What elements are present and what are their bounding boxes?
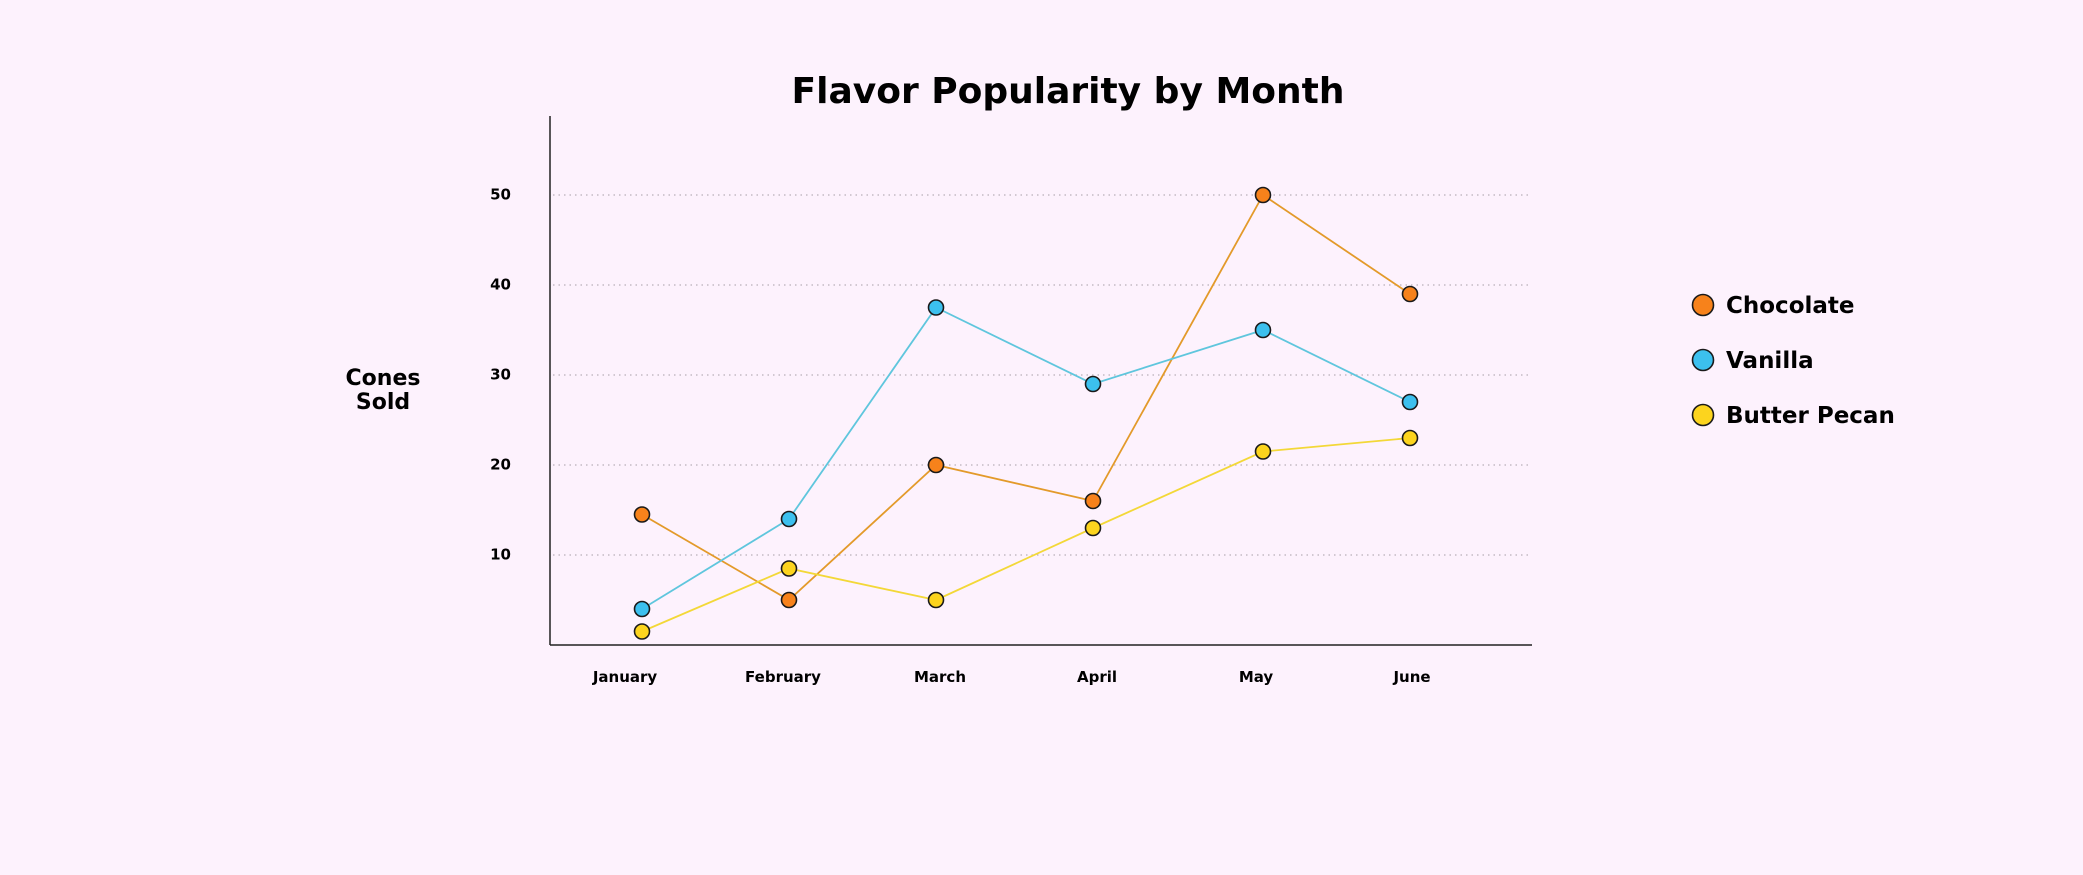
legend-marker bbox=[1691, 403, 1715, 427]
series-lines bbox=[633, 186, 1419, 640]
data-point bbox=[927, 456, 945, 474]
legend-label: Chocolate bbox=[1726, 293, 1855, 319]
gridlines bbox=[553, 194, 1530, 556]
data-point bbox=[1254, 186, 1272, 204]
data-point bbox=[1401, 285, 1419, 303]
legend-label: Butter Pecan bbox=[1726, 403, 1895, 429]
chart-title: Flavor Popularity by Month bbox=[792, 71, 1345, 112]
data-point bbox=[633, 506, 651, 523]
x-axis-ticks: January February March April May June bbox=[592, 668, 1431, 686]
y-tick-label: 40 bbox=[490, 276, 511, 294]
y-tick-label: 10 bbox=[490, 546, 511, 564]
x-tick-label: March bbox=[914, 668, 966, 686]
y-tick-label: 20 bbox=[490, 456, 511, 474]
y-tick-label: 30 bbox=[490, 366, 511, 384]
x-tick-label: April bbox=[1077, 668, 1117, 686]
data-point bbox=[633, 623, 651, 640]
data-point bbox=[1401, 429, 1419, 447]
legend: Chocolate Vanilla Butter Pecan bbox=[1691, 293, 1895, 429]
data-point bbox=[1401, 393, 1419, 411]
legend-item: Butter Pecan bbox=[1691, 403, 1895, 429]
series-chocolate bbox=[633, 186, 1419, 609]
data-point bbox=[780, 510, 798, 528]
data-point bbox=[1084, 519, 1102, 537]
data-point bbox=[1084, 492, 1102, 510]
series-butter-pecan bbox=[633, 429, 1419, 640]
legend-item: Vanilla bbox=[1691, 348, 1814, 374]
data-point bbox=[780, 591, 798, 609]
x-tick-label: May bbox=[1239, 668, 1274, 686]
x-tick-label: January bbox=[592, 668, 658, 686]
data-point bbox=[927, 591, 945, 609]
y-tick-label: 50 bbox=[490, 186, 511, 204]
y-axis-label-line-2: Sold bbox=[356, 390, 410, 415]
data-point bbox=[927, 299, 945, 316]
series-line bbox=[641, 306, 1411, 610]
data-point bbox=[1254, 321, 1272, 339]
x-tick-label: June bbox=[1392, 668, 1430, 686]
y-axis-label-line-1: Cones bbox=[346, 366, 421, 391]
series-vanilla bbox=[633, 299, 1419, 618]
x-tick-label: February bbox=[745, 668, 821, 686]
series-line bbox=[641, 437, 1411, 633]
legend-marker bbox=[1691, 293, 1715, 317]
y-axis-ticks: 10 20 30 40 50 bbox=[490, 186, 511, 564]
data-point bbox=[1254, 443, 1272, 460]
data-point bbox=[1084, 375, 1102, 393]
legend-marker bbox=[1691, 348, 1715, 372]
data-point bbox=[780, 560, 798, 577]
legend-label: Vanilla bbox=[1726, 348, 1814, 374]
series-line bbox=[641, 193, 1411, 602]
legend-item: Chocolate bbox=[1691, 293, 1855, 319]
data-point bbox=[633, 600, 651, 618]
